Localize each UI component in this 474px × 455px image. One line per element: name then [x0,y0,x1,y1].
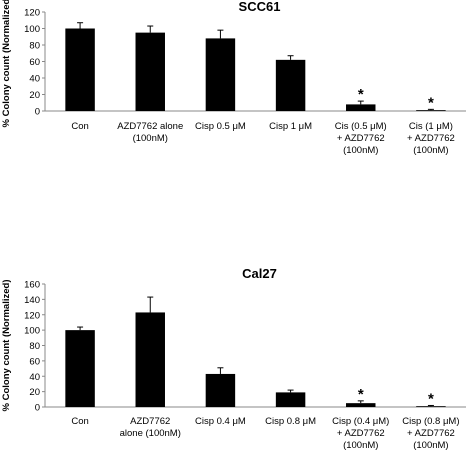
y-tick-label: 0 [35,403,40,414]
bar [346,104,376,111]
x-category-label: Cis (1 μM) [409,121,453,132]
y-tick-label: 60 [29,356,40,367]
x-category-label: + AZD7762 [407,428,455,439]
x-category-label: (100nM) [343,440,378,451]
y-tick-label: 100 [24,326,40,337]
bar [275,392,306,407]
significance-marker: * [428,390,434,407]
bar [275,59,306,111]
y-tick-label: 0 [35,107,40,118]
x-category-label: Cis (0.5 μM) [335,121,387,132]
bar [416,406,446,407]
chart-title: Cal27 [242,266,277,281]
x-category-label: Cisp 0.8 μM [265,416,316,427]
x-category-label: + AZD7762 [337,133,385,144]
bar [65,330,95,407]
x-category-label: + AZD7762 [407,133,455,144]
significance-marker: * [358,386,364,403]
y-tick-label: 120 [24,8,40,19]
y-tick-label: 40 [29,74,40,85]
x-category-label: Con [71,416,88,427]
x-category-label: AZD7762 alone [117,121,183,132]
x-category-label: Cisp 1 μM [269,121,312,132]
bar [135,32,165,111]
y-tick-label: 120 [24,310,40,321]
y-tick-label: 160 [24,280,40,291]
bar [416,110,446,111]
x-category-label: Cisp (0.4 μM) [332,416,389,427]
x-category-label: + AZD7762 [337,428,385,439]
x-category-label: Cisp 0.5 μM [195,121,246,132]
bar [135,312,165,407]
y-tick-label: 100 [24,24,40,35]
x-category-label: Con [71,121,88,132]
significance-marker: * [358,86,364,103]
x-category-label: (100nM) [133,133,168,144]
significance-marker: * [428,94,434,111]
y-tick-label: 60 [29,57,40,68]
chart-panel-2: Cal27 % Colony count (Normalized) 0 20 40 60 8… [1,266,466,451]
y-tick-label: 40 [29,372,40,383]
bar [346,403,376,407]
y-tick-label: 20 [29,387,40,398]
x-category-label: alone (100nM) [120,428,181,439]
y-tick-label: 20 [29,90,40,101]
y-tick-label: 80 [29,341,40,352]
y-tick-label: 140 [24,295,40,306]
bar [65,28,95,111]
x-category-label: (100nM) [413,145,448,156]
y-axis-label: % Colony count (Normalized) [1,280,12,412]
chart-title: SCC61 [239,0,281,14]
y-axis-label: % Colony count (Normalized) [1,0,12,127]
x-category-label: Cisp 0.4 μM [195,416,246,427]
x-category-label: Cisp (0.8 μM) [402,416,459,427]
chart-panel-1: SCC61 % Colony count (Normalized) 0 20 40 60 8… [1,0,466,156]
x-category-label: AZD7762 [130,416,170,427]
bar [205,373,236,407]
x-category-label: (100nM) [413,440,448,451]
y-tick-label: 80 [29,41,40,52]
bar [205,38,236,111]
x-category-label: (100nM) [343,145,378,156]
